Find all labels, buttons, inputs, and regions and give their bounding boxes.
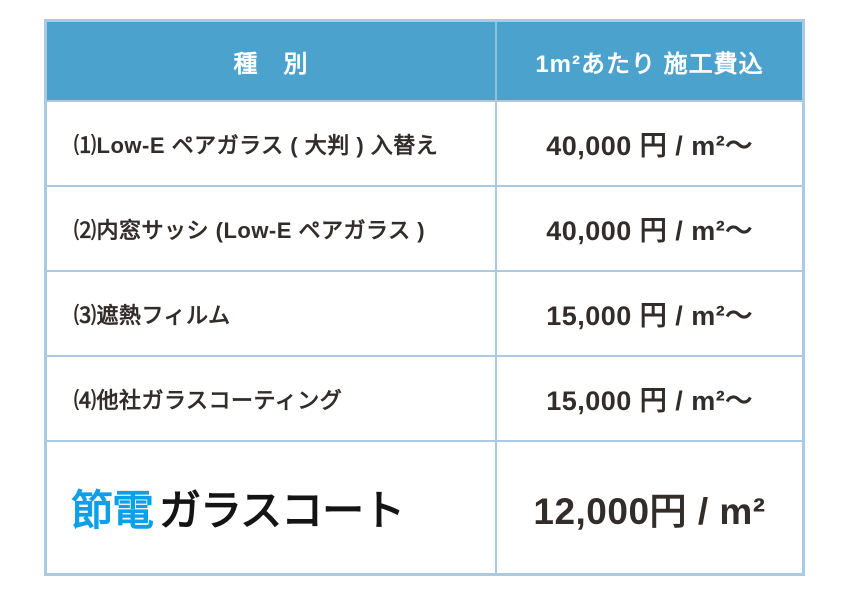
header-cell-type: 種 別 [47,22,497,100]
table-header-row: 種 別 1m²あたり 施工費込 [47,22,802,100]
row-label-cell: ⑷他社ガラスコーティング [47,357,497,440]
brand-cell: 節電 ガラスコート [47,442,497,573]
table-row: ⑴Low-E ペアガラス ( 大判 ) 入替え 40,000 円 / m²〜 [47,100,802,185]
highlight-price-cell: 12,000円 / m² [533,490,766,532]
row-label-cell: ⑴Low-E ペアガラス ( 大判 ) 入替え [47,102,497,185]
row-price-cell: 15,000 円 / m²〜 [546,386,753,416]
brand-name-glasscoat: ガラスコート [159,487,405,534]
table-row: ⑷他社ガラスコーティング 15,000 円 / m²〜 [47,355,802,440]
table-row-highlight: 節電 ガラスコート 12,000円 / m² [47,440,802,573]
table-row: ⑵内窓サッシ (Low-E ペアガラス ) 40,000 円 / m²〜 [47,185,802,270]
row-price-cell: 40,000 円 / m²〜 [546,131,753,161]
brand-name-setsuden: 節電 [71,487,154,534]
table-row: ⑶遮熱フィルム 15,000 円 / m²〜 [47,270,802,355]
row-label-cell: ⑶遮熱フィルム [47,272,497,355]
row-price-cell: 40,000 円 / m²〜 [546,216,753,246]
row-label-cell: ⑵内窓サッシ (Low-E ペアガラス ) [47,187,497,270]
brand-logo: 節電 ガラスコート [71,477,405,538]
row-price-cell: 15,000 円 / m²〜 [546,301,753,331]
header-cell-price: 1m²あたり 施工費込 [535,50,764,78]
price-comparison-table: 種 別 1m²あたり 施工費込 ⑴Low-E ペアガラス ( 大判 ) 入替え … [44,19,805,576]
